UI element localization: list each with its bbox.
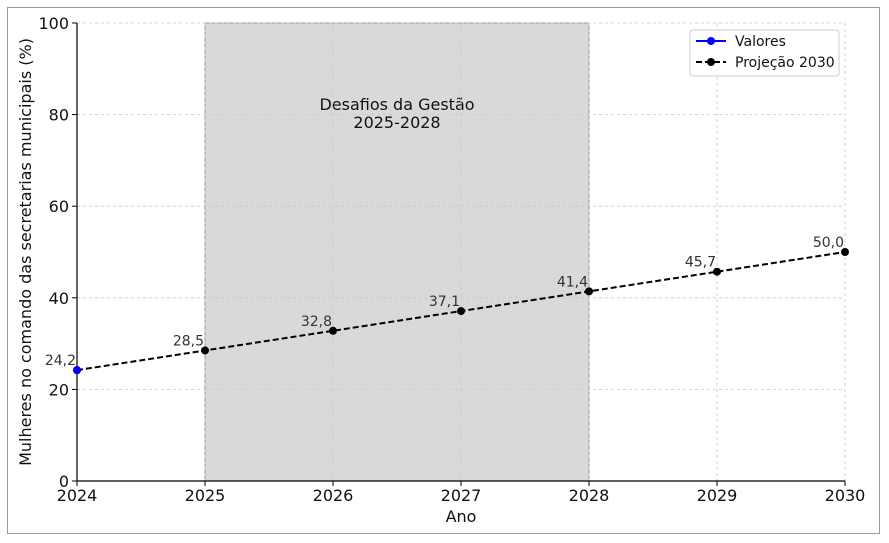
y-tick-label: 100 <box>38 14 69 33</box>
legend-marker-projecao <box>707 58 715 66</box>
data-label: 28,5 <box>173 333 204 349</box>
x-tick-label: 2030 <box>825 486 866 505</box>
series-1-point <box>457 307 465 316</box>
data-labels-layer: 24,2 28,5 32,8 37,1 41,4 45,7 50,0 <box>45 235 844 369</box>
series-1-point <box>841 248 849 256</box>
legend-label-valores: Valores <box>735 34 786 50</box>
valores-point-top <box>73 366 81 375</box>
y-tick-label: 20 <box>49 380 69 399</box>
x-tick-label: 2028 <box>569 486 610 505</box>
shaded-region <box>204 22 590 482</box>
y-tick-label: 60 <box>49 197 69 216</box>
legend-box <box>689 29 840 77</box>
y-tick-label: 0 <box>59 472 69 491</box>
series-1-point <box>585 287 593 296</box>
x-tick-label: 2029 <box>697 486 738 505</box>
legend: Valores Projeção 2030 <box>689 29 840 77</box>
legend-label-projecao: Projeção 2030 <box>735 55 835 71</box>
legend-marker-valores <box>707 37 715 45</box>
data-label: 45,7 <box>685 255 716 271</box>
series-1-point <box>201 346 209 355</box>
x-tick-label: 2024 <box>57 486 98 505</box>
x-axis-label: Ano <box>446 507 477 526</box>
x-tick-label: 2027 <box>441 486 482 505</box>
series-layer <box>73 248 849 375</box>
series-1-point <box>329 326 337 335</box>
axes-layer: 2024 2025 2026 2027 2028 2029 2030 0 20 40 60 80 100 <box>38 14 865 505</box>
y-tick-label: 40 <box>49 289 69 308</box>
shaded-region-label-0: Desafios da Gestão <box>319 95 474 114</box>
data-label: 32,8 <box>301 314 332 330</box>
x-tick-label: 2025 <box>185 486 226 505</box>
y-axis-label: Mulheres no comando das secretarias muni… <box>16 38 35 466</box>
shaded-region-label-1: 2025-2028 <box>353 113 440 132</box>
y-tick-label: 80 <box>49 106 69 125</box>
data-label: 24,2 <box>45 353 76 369</box>
series-1-point <box>713 267 721 276</box>
x-tick-label: 2026 <box>313 486 354 505</box>
data-label: 37,1 <box>429 294 460 310</box>
data-label: 50,0 <box>813 235 844 251</box>
data-label: 41,4 <box>557 274 588 290</box>
